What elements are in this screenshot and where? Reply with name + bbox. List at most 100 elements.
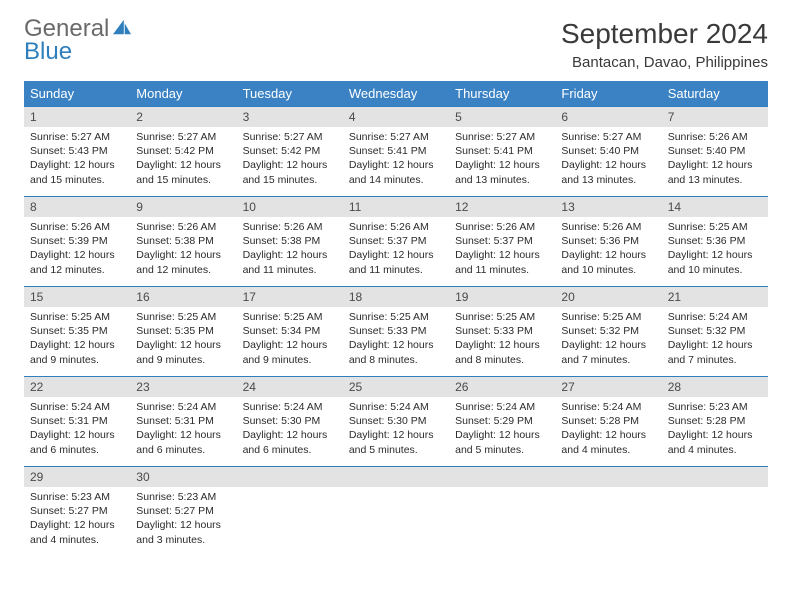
day-number: 15 [24, 287, 130, 307]
day-number: 4 [343, 107, 449, 127]
weekday-header-row: SundayMondayTuesdayWednesdayThursdayFrid… [24, 81, 768, 107]
day-details: Sunrise: 5:23 AMSunset: 5:27 PMDaylight:… [130, 487, 236, 553]
sail-icon [111, 18, 133, 36]
day-number: 26 [449, 377, 555, 397]
weekday-header: Monday [130, 81, 236, 107]
day-details: Sunrise: 5:24 AMSunset: 5:28 PMDaylight:… [555, 397, 661, 463]
day-details: Sunrise: 5:24 AMSunset: 5:30 PMDaylight:… [343, 397, 449, 463]
day-details: Sunrise: 5:25 AMSunset: 5:32 PMDaylight:… [555, 307, 661, 373]
day-details: Sunrise: 5:26 AMSunset: 5:40 PMDaylight:… [662, 127, 768, 193]
day-details: Sunrise: 5:26 AMSunset: 5:37 PMDaylight:… [343, 217, 449, 283]
calendar-day-cell: 24Sunrise: 5:24 AMSunset: 5:30 PMDayligh… [237, 377, 343, 467]
day-number: 10 [237, 197, 343, 217]
brand-word-2: Blue [24, 41, 133, 64]
calendar-week-row: 1Sunrise: 5:27 AMSunset: 5:43 PMDaylight… [24, 107, 768, 197]
calendar-day-cell: 17Sunrise: 5:25 AMSunset: 5:34 PMDayligh… [237, 287, 343, 377]
day-number: 27 [555, 377, 661, 397]
month-title: September 2024 [561, 18, 768, 50]
weekday-header: Wednesday [343, 81, 449, 107]
day-details: Sunrise: 5:24 AMSunset: 5:31 PMDaylight:… [24, 397, 130, 463]
day-details: Sunrise: 5:25 AMSunset: 5:34 PMDaylight:… [237, 307, 343, 373]
day-number: 21 [662, 287, 768, 307]
day-number: 23 [130, 377, 236, 397]
day-details: Sunrise: 5:24 AMSunset: 5:29 PMDaylight:… [449, 397, 555, 463]
weekday-header: Tuesday [237, 81, 343, 107]
day-details: Sunrise: 5:26 AMSunset: 5:39 PMDaylight:… [24, 217, 130, 283]
day-details: Sunrise: 5:27 AMSunset: 5:40 PMDaylight:… [555, 127, 661, 193]
day-number: 5 [449, 107, 555, 127]
calendar-week-row: 22Sunrise: 5:24 AMSunset: 5:31 PMDayligh… [24, 377, 768, 467]
title-block: September 2024 Bantacan, Davao, Philippi… [561, 18, 768, 71]
day-details: Sunrise: 5:27 AMSunset: 5:43 PMDaylight:… [24, 127, 130, 193]
day-details: Sunrise: 5:26 AMSunset: 5:38 PMDaylight:… [130, 217, 236, 283]
empty-day-header [555, 467, 661, 487]
day-number: 22 [24, 377, 130, 397]
calendar-day-cell: 1Sunrise: 5:27 AMSunset: 5:43 PMDaylight… [24, 107, 130, 197]
empty-day-header [662, 467, 768, 487]
header-bar: General Blue September 2024 Bantacan, Da… [24, 18, 768, 71]
day-number: 9 [130, 197, 236, 217]
calendar-table: SundayMondayTuesdayWednesdayThursdayFrid… [24, 81, 768, 557]
calendar-day-cell: 11Sunrise: 5:26 AMSunset: 5:37 PMDayligh… [343, 197, 449, 287]
day-details: Sunrise: 5:27 AMSunset: 5:42 PMDaylight:… [130, 127, 236, 193]
day-details: Sunrise: 5:25 AMSunset: 5:36 PMDaylight:… [662, 217, 768, 283]
calendar-day-cell: 7Sunrise: 5:26 AMSunset: 5:40 PMDaylight… [662, 107, 768, 197]
calendar-day-cell [662, 467, 768, 557]
calendar-day-cell: 5Sunrise: 5:27 AMSunset: 5:41 PMDaylight… [449, 107, 555, 197]
calendar-day-cell: 14Sunrise: 5:25 AMSunset: 5:36 PMDayligh… [662, 197, 768, 287]
calendar-day-cell: 4Sunrise: 5:27 AMSunset: 5:41 PMDaylight… [343, 107, 449, 197]
empty-day-header [449, 467, 555, 487]
day-details: Sunrise: 5:26 AMSunset: 5:36 PMDaylight:… [555, 217, 661, 283]
calendar-day-cell: 30Sunrise: 5:23 AMSunset: 5:27 PMDayligh… [130, 467, 236, 557]
day-number: 1 [24, 107, 130, 127]
calendar-day-cell: 6Sunrise: 5:27 AMSunset: 5:40 PMDaylight… [555, 107, 661, 197]
weekday-header: Saturday [662, 81, 768, 107]
day-number: 12 [449, 197, 555, 217]
day-number: 14 [662, 197, 768, 217]
calendar-day-cell [343, 467, 449, 557]
day-number: 7 [662, 107, 768, 127]
day-number: 19 [449, 287, 555, 307]
empty-day-header [237, 467, 343, 487]
calendar-day-cell: 2Sunrise: 5:27 AMSunset: 5:42 PMDaylight… [130, 107, 236, 197]
calendar-day-cell: 28Sunrise: 5:23 AMSunset: 5:28 PMDayligh… [662, 377, 768, 467]
day-number: 20 [555, 287, 661, 307]
day-number: 6 [555, 107, 661, 127]
day-details: Sunrise: 5:25 AMSunset: 5:35 PMDaylight:… [130, 307, 236, 373]
calendar-day-cell: 13Sunrise: 5:26 AMSunset: 5:36 PMDayligh… [555, 197, 661, 287]
weekday-header: Friday [555, 81, 661, 107]
calendar-day-cell: 10Sunrise: 5:26 AMSunset: 5:38 PMDayligh… [237, 197, 343, 287]
day-number: 11 [343, 197, 449, 217]
weekday-header: Thursday [449, 81, 555, 107]
day-details: Sunrise: 5:27 AMSunset: 5:41 PMDaylight:… [343, 127, 449, 193]
weekday-header: Sunday [24, 81, 130, 107]
day-details: Sunrise: 5:23 AMSunset: 5:28 PMDaylight:… [662, 397, 768, 463]
day-number: 17 [237, 287, 343, 307]
calendar-day-cell: 26Sunrise: 5:24 AMSunset: 5:29 PMDayligh… [449, 377, 555, 467]
day-details: Sunrise: 5:24 AMSunset: 5:31 PMDaylight:… [130, 397, 236, 463]
location-text: Bantacan, Davao, Philippines [561, 54, 768, 71]
calendar-day-cell: 22Sunrise: 5:24 AMSunset: 5:31 PMDayligh… [24, 377, 130, 467]
day-details: Sunrise: 5:23 AMSunset: 5:27 PMDaylight:… [24, 487, 130, 553]
day-number: 13 [555, 197, 661, 217]
calendar-day-cell [555, 467, 661, 557]
day-number: 24 [237, 377, 343, 397]
calendar-day-cell: 12Sunrise: 5:26 AMSunset: 5:37 PMDayligh… [449, 197, 555, 287]
calendar-day-cell: 29Sunrise: 5:23 AMSunset: 5:27 PMDayligh… [24, 467, 130, 557]
day-number: 8 [24, 197, 130, 217]
day-number: 3 [237, 107, 343, 127]
day-details: Sunrise: 5:25 AMSunset: 5:33 PMDaylight:… [343, 307, 449, 373]
brand-logo: General Blue [24, 18, 133, 64]
empty-day-header [343, 467, 449, 487]
day-number: 18 [343, 287, 449, 307]
day-number: 29 [24, 467, 130, 487]
calendar-day-cell: 18Sunrise: 5:25 AMSunset: 5:33 PMDayligh… [343, 287, 449, 377]
calendar-day-cell: 15Sunrise: 5:25 AMSunset: 5:35 PMDayligh… [24, 287, 130, 377]
day-details: Sunrise: 5:24 AMSunset: 5:32 PMDaylight:… [662, 307, 768, 373]
calendar-body: 1Sunrise: 5:27 AMSunset: 5:43 PMDaylight… [24, 107, 768, 557]
day-number: 28 [662, 377, 768, 397]
day-number: 16 [130, 287, 236, 307]
day-details: Sunrise: 5:25 AMSunset: 5:35 PMDaylight:… [24, 307, 130, 373]
calendar-day-cell: 9Sunrise: 5:26 AMSunset: 5:38 PMDaylight… [130, 197, 236, 287]
calendar-day-cell: 19Sunrise: 5:25 AMSunset: 5:33 PMDayligh… [449, 287, 555, 377]
